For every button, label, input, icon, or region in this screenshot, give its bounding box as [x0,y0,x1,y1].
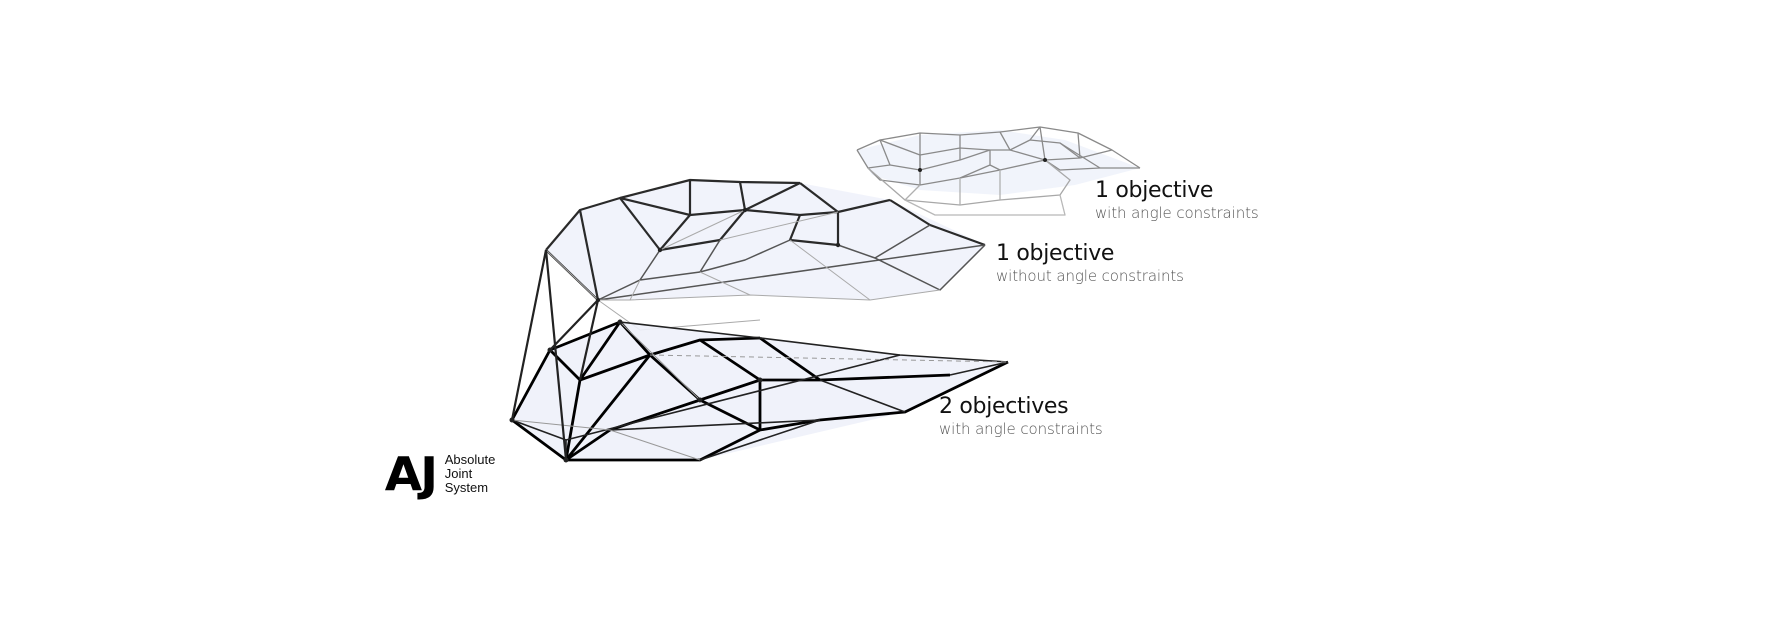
label-2-objectives-with-angle: 2 objectives with angle constraints [939,395,1103,439]
aj-logo: AJ Absolute Joint System [384,447,496,501]
logo-line: Absolute [444,452,496,467]
label-1-objective-without-angle: 1 objective without angle constraints [996,242,1184,286]
label-title: 1 objective [996,241,1115,266]
label-subtitle: without angle constraints [996,267,1184,285]
structure-2-membrane [546,180,985,300]
label-1-objective-with-angle: 1 objective with angle constraints [1095,179,1259,223]
logo-mark: AJ [384,447,438,501]
label-title: 1 objective [1095,178,1214,203]
structure-1-objective-without-angle [545,178,986,331]
label-subtitle: with angle constraints [1095,204,1259,222]
logo-line: Joint [444,466,473,481]
structure-1-objective-with-angle [856,126,1141,216]
label-title: 2 objectives [939,394,1069,419]
joint-nodes [509,158,1047,463]
structure-2-objectives-with-angle [510,249,1009,462]
logo-wordmark: Absolute Joint System [445,453,496,495]
label-subtitle: with angle constraints [939,420,1103,438]
logo-line: System [444,480,489,495]
